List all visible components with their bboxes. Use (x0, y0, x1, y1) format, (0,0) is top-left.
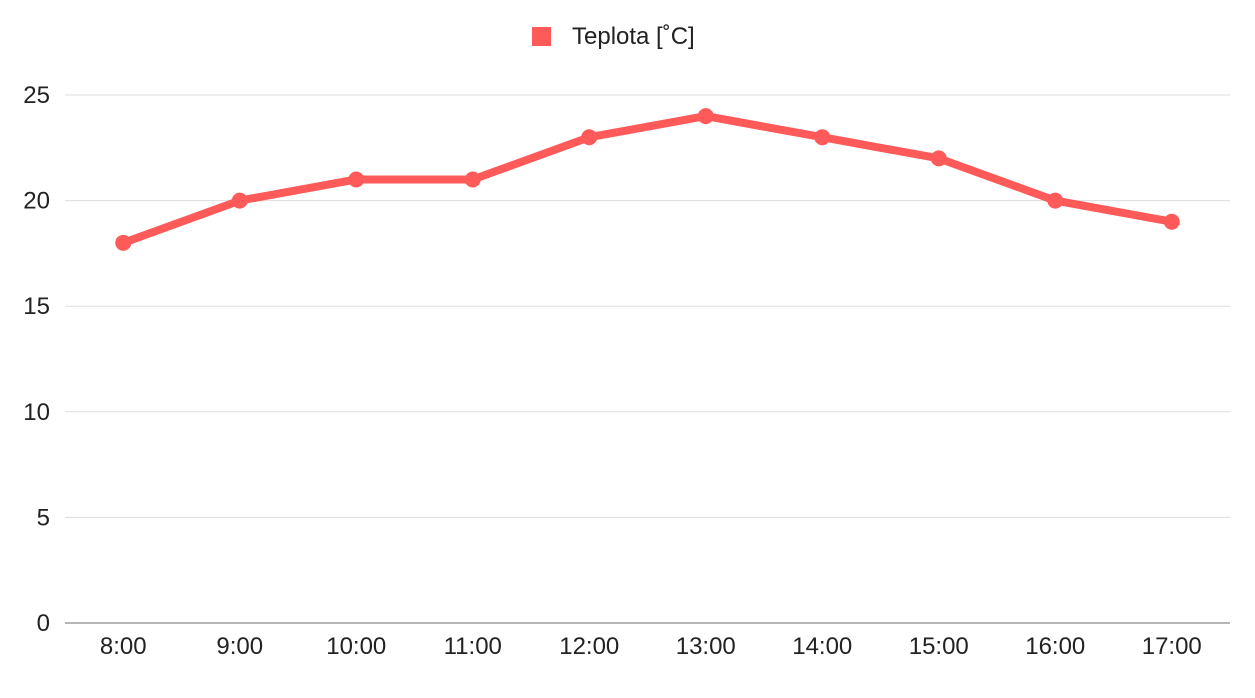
y-tick-label: 20 (23, 188, 50, 215)
data-point (1163, 213, 1180, 230)
series-layer (115, 108, 1180, 251)
data-point (115, 234, 132, 251)
gridlines (65, 94, 1230, 624)
x-tick-label: 15:00 (909, 633, 969, 660)
x-tick-label: 9:00 (216, 633, 263, 660)
data-point (814, 129, 831, 146)
y-tick-label: 15 (23, 293, 50, 320)
data-point (1047, 192, 1064, 209)
data-point (697, 108, 714, 125)
x-tick-label: 13:00 (676, 633, 736, 660)
data-point (930, 150, 947, 167)
legend-swatch (532, 27, 551, 46)
x-tick-label: 10:00 (326, 633, 386, 660)
x-tick-label: 16:00 (1025, 633, 1085, 660)
x-tick-label: 14:00 (792, 633, 852, 660)
legend-label: Teplota [˚C] (572, 23, 695, 50)
y-tick-label: 10 (23, 399, 50, 426)
x-tick-label: 11:00 (444, 633, 502, 660)
data-point (464, 171, 481, 188)
y-tick-label: 0 (37, 610, 50, 637)
y-axis-ticks: 0 5 10 15 20 25 (23, 82, 50, 637)
chart-legend: Teplota [˚C] (532, 23, 695, 50)
data-point (581, 129, 598, 146)
data-point (231, 192, 248, 209)
y-tick-label: 25 (23, 82, 50, 109)
x-tick-label: 8:00 (100, 633, 147, 660)
x-tick-label: 12:00 (559, 633, 619, 660)
x-tick-label: 17:00 (1142, 633, 1202, 660)
data-point (348, 171, 365, 188)
series-line (119, 112, 1176, 247)
x-axis-ticks: 8:00 9:00 10:00 11:00 12:00 13:00 14:00 15:00 16… (100, 633, 1202, 660)
y-tick-label: 5 (37, 504, 50, 531)
